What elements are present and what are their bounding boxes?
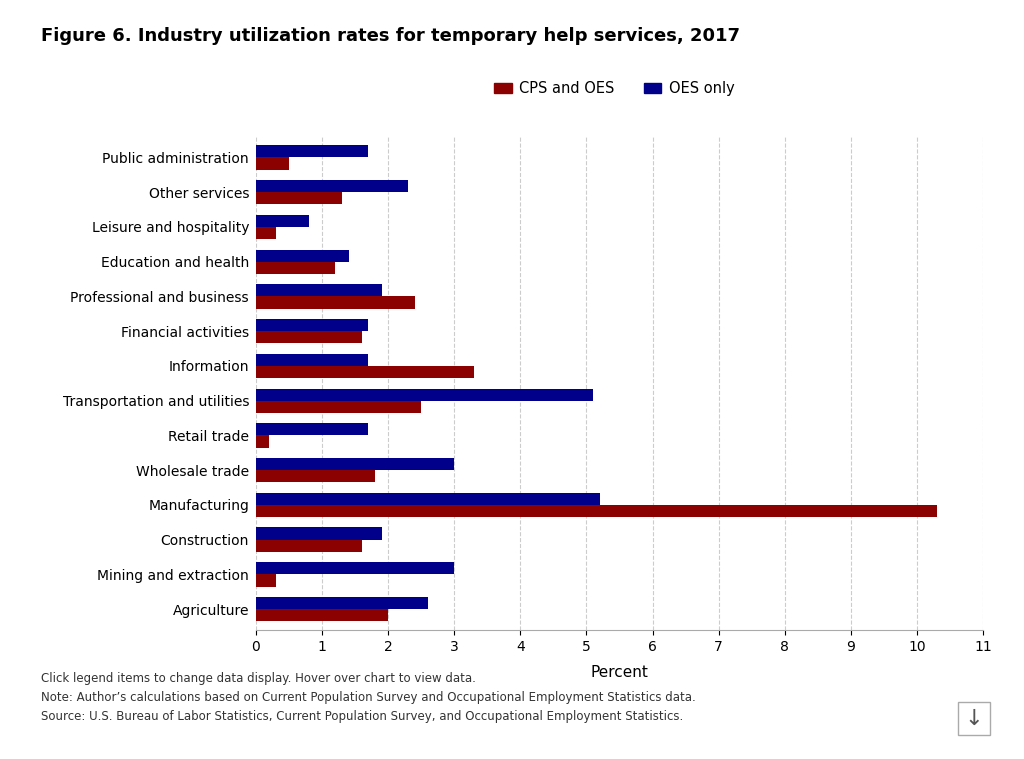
Text: Figure 6. Industry utilization rates for temporary help services, 2017: Figure 6. Industry utilization rates for…	[41, 27, 740, 45]
Bar	[256, 609, 388, 622]
Bar	[256, 192, 342, 204]
Bar	[256, 389, 593, 401]
Text: Click legend items to change data display. Hover over chart to view data.: Click legend items to change data displa…	[41, 672, 476, 685]
Bar	[256, 215, 309, 227]
Bar	[256, 354, 369, 366]
Bar	[256, 157, 289, 169]
Legend: CPS and OES, OES only: CPS and OES, OES only	[488, 76, 740, 102]
Bar	[256, 493, 600, 505]
Text: Note: Author’s calculations based on Current Population Survey and Occupational : Note: Author’s calculations based on Cur…	[41, 691, 695, 704]
Bar	[256, 180, 408, 192]
Bar	[256, 331, 361, 343]
Bar	[256, 227, 275, 239]
Bar	[256, 297, 415, 309]
Bar	[256, 285, 382, 297]
Bar	[256, 575, 275, 587]
Bar	[256, 505, 937, 517]
Bar	[256, 145, 369, 157]
Bar	[256, 366, 474, 378]
Bar	[256, 319, 369, 331]
Bar	[256, 470, 375, 482]
Bar	[256, 424, 369, 436]
Bar	[256, 540, 361, 552]
X-axis label: Percent: Percent	[591, 665, 648, 680]
Bar	[256, 436, 269, 448]
Bar	[256, 562, 455, 575]
Bar	[256, 250, 348, 262]
Text: Source: U.S. Bureau of Labor Statistics, Current Population Survey, and Occupati: Source: U.S. Bureau of Labor Statistics,…	[41, 710, 683, 723]
Bar	[256, 528, 382, 540]
Bar	[256, 597, 428, 609]
Bar	[256, 401, 421, 413]
Bar	[256, 458, 455, 470]
Bar	[256, 262, 335, 274]
Text: ↓: ↓	[965, 709, 983, 729]
